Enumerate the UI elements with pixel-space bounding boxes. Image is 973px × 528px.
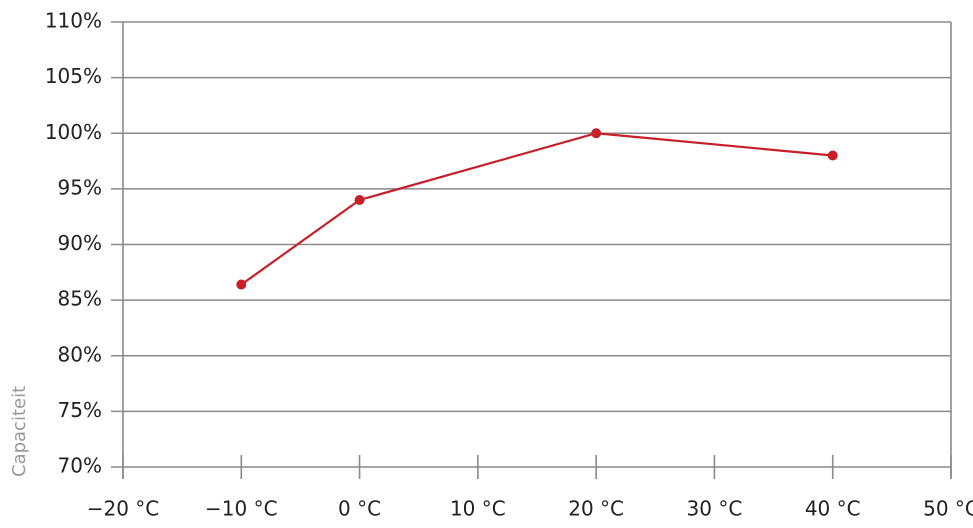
y-tick-label: 70%: [58, 454, 102, 478]
x-tick-label: 30 °C: [687, 497, 743, 521]
x-tick-label: −10 °C: [205, 497, 278, 521]
y-tick-label: 100%: [45, 120, 102, 144]
line: [240, 132, 833, 286]
y-tick-label: 110%: [45, 9, 102, 33]
y-axis-label: Capaciteit: [9, 386, 30, 477]
y-tick-label: 75%: [58, 398, 102, 422]
y-tick-label: 105%: [45, 64, 102, 88]
x-tick-label: 50 °C: [923, 497, 973, 521]
x-tick-label: 0 °C: [338, 497, 381, 521]
point: [354, 195, 365, 205]
x-tick-label: 40 °C: [805, 497, 861, 521]
point: [591, 128, 602, 139]
x-tick-label: 10 °C: [450, 497, 506, 521]
x-tick-label: −20 °C: [87, 497, 160, 521]
y-tick-label: 80%: [58, 342, 102, 366]
y-tick-label: 95%: [58, 175, 102, 199]
y-tick-label: 90%: [58, 231, 102, 255]
y-tick-label: 85%: [58, 287, 102, 311]
point: [827, 150, 838, 161]
point: [236, 279, 247, 290]
x-tick-label: 20 °C: [568, 497, 624, 521]
